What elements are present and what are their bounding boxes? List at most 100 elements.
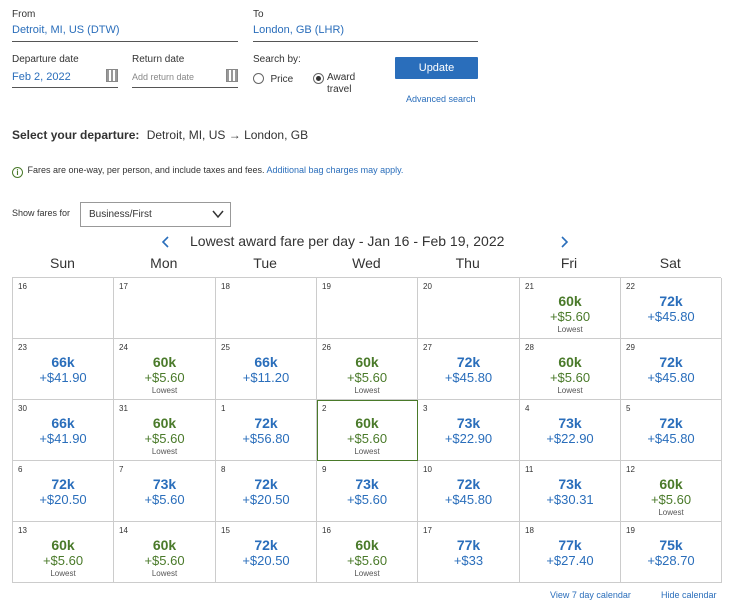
to-field[interactable]: London, GB (LHR) <box>253 24 478 42</box>
calendar-day-cell[interactable]: 3 73k +$22.90 <box>418 400 520 461</box>
return-date-field[interactable]: Add return date <box>132 67 238 88</box>
award-miles: 72k <box>254 537 278 553</box>
award-miles: 73k <box>152 476 177 492</box>
day-number: 11 <box>525 465 534 474</box>
calendar-day-cell[interactable]: 27 72k +$45.80 <box>418 339 520 400</box>
calendar-icon[interactable] <box>106 69 118 82</box>
lowest-badge: Lowest <box>151 386 178 395</box>
award-miles: 66k <box>254 354 278 370</box>
award-taxes: +$22.90 <box>444 431 493 446</box>
award-radio-option[interactable]: Award travel <box>313 71 355 95</box>
calendar-day-cell: 17 <box>114 278 216 339</box>
calendar-day-cell[interactable]: 24 60k +$5.60 Lowest <box>114 339 216 400</box>
from-field[interactable]: Detroit, MI, US (DTW) <box>12 24 238 42</box>
lowest-badge: Lowest <box>50 569 76 578</box>
day-number: 9 <box>322 465 327 474</box>
award-taxes: +$5.60 <box>42 553 84 568</box>
calendar-day-cell[interactable]: 13 60k +$5.60 Lowest <box>13 522 114 583</box>
calendar-day-cell: 20 <box>418 278 520 339</box>
to-label: To <box>253 9 264 20</box>
view-7-day-link[interactable]: View 7 day calendar <box>550 590 631 600</box>
award-taxes: +$5.60 <box>144 553 185 568</box>
calendar-day-cell[interactable]: 29 72k +$45.80 <box>621 339 722 400</box>
award-miles: 75k <box>659 537 683 553</box>
award-radio[interactable] <box>313 73 324 84</box>
award-miles: 77k <box>456 537 481 553</box>
price-radio[interactable] <box>253 73 264 84</box>
calendar-day-cell[interactable]: 15 72k +$20.50 <box>216 522 317 583</box>
chevron-left-icon[interactable] <box>160 236 172 248</box>
day-number: 18 <box>221 282 230 291</box>
price-radio-label: Price <box>270 74 294 85</box>
calendar-day-cell[interactable]: 8 72k +$20.50 <box>216 461 317 522</box>
calendar-day-cell[interactable]: 14 60k +$5.60 Lowest <box>114 522 216 583</box>
calendar-day-cell[interactable]: 25 66k +$11.20 <box>216 339 317 400</box>
calendar-day-cell[interactable]: 30 66k +$41.90 <box>13 400 114 461</box>
calendar-day-cell[interactable]: 26 60k +$5.60 Lowest <box>317 339 418 400</box>
day-number: 2 <box>322 404 327 413</box>
departure-heading-row: Select your departure: Detroit, MI, US →… <box>12 128 308 142</box>
award-taxes: +$5.60 <box>144 492 185 507</box>
day-number: 13 <box>18 526 27 535</box>
calendar-day-cell[interactable]: 31 60k +$5.60 Lowest <box>114 400 216 461</box>
fare-class-select[interactable]: Business/First <box>80 202 231 227</box>
calendar-day-cell[interactable]: 16 60k +$5.60 Lowest <box>317 522 418 583</box>
award-taxes: +$45.80 <box>444 492 493 507</box>
award-taxes: +$5.60 <box>650 492 692 507</box>
calendar-day-cell[interactable]: 9 73k +$5.60 <box>317 461 418 522</box>
award-miles: 73k <box>456 415 481 431</box>
calendar-day-cell[interactable]: 19 75k +$28.70 <box>621 522 722 583</box>
search-by-label: Search by: <box>253 54 301 65</box>
day-number: 4 <box>525 404 530 413</box>
day-number: 20 <box>423 282 432 291</box>
advanced-search-link[interactable]: Advanced search <box>406 94 476 104</box>
award-taxes: +$20.50 <box>242 492 290 507</box>
award-miles: 72k <box>456 476 481 492</box>
award-miles: 60k <box>152 415 177 431</box>
calendar-day-cell[interactable]: 6 72k +$20.50 <box>13 461 114 522</box>
calendar-day-cell[interactable]: 10 72k +$45.80 <box>418 461 520 522</box>
bag-charges-link[interactable]: Additional bag charges may apply. <box>266 165 404 175</box>
calendar-day-cell[interactable]: 4 73k +$22.90 <box>520 400 621 461</box>
day-number: 28 <box>525 343 534 352</box>
day-number: 27 <box>423 343 432 352</box>
calendar-day-cell[interactable]: 1 72k +$56.80 <box>216 400 317 461</box>
day-number: 7 <box>119 465 124 474</box>
calendar-day-cell[interactable]: 22 72k +$45.80 <box>621 278 722 339</box>
calendar-day-cell[interactable]: 17 77k +$33 <box>418 522 520 583</box>
calendar-day-cell[interactable]: 2 60k +$5.60 Lowest <box>317 400 418 461</box>
award-miles: 72k <box>254 415 278 431</box>
calendar-day-cell[interactable]: 12 60k +$5.60 Lowest <box>621 461 722 522</box>
calendar-day-cell[interactable]: 21 60k +$5.60 Lowest <box>520 278 621 339</box>
award-miles: 60k <box>355 415 379 431</box>
chevron-right-icon[interactable] <box>558 236 570 248</box>
fare-notice: i Fares are one-way, per person, and inc… <box>12 165 403 178</box>
departure-date-field[interactable]: Feb 2, 2022 <box>12 67 118 88</box>
award-taxes: +$30.31 <box>546 492 594 507</box>
calendar-day-cell[interactable]: 5 72k +$45.80 <box>621 400 722 461</box>
calendar-day-cell[interactable]: 18 77k +$27.40 <box>520 522 621 583</box>
update-button[interactable]: Update <box>395 57 478 79</box>
calendar-day-cell[interactable]: 11 73k +$30.31 <box>520 461 621 522</box>
day-header: Sat <box>659 255 681 271</box>
calendar-title: Lowest award fare per day - Jan 16 - Feb… <box>190 233 505 249</box>
departure-date-value: Feb 2, 2022 <box>12 71 71 83</box>
calendar-icon[interactable] <box>226 69 238 82</box>
day-header: Thu <box>455 255 480 271</box>
calendar-day-cell[interactable]: 23 66k +$41.90 <box>13 339 114 400</box>
day-number: 26 <box>322 343 331 352</box>
award-taxes: +$22.90 <box>546 431 594 446</box>
award-miles: 60k <box>152 537 177 553</box>
day-number: 17 <box>119 282 128 291</box>
day-number: 29 <box>626 343 635 352</box>
day-number: 8 <box>221 465 226 474</box>
calendar-day-cell[interactable]: 7 73k +$5.60 <box>114 461 216 522</box>
return-label: Return date <box>132 54 185 65</box>
award-taxes: +$45.80 <box>647 431 695 446</box>
day-number: 14 <box>119 526 128 535</box>
award-taxes: +$45.80 <box>647 309 695 324</box>
price-radio-option[interactable]: Price <box>253 71 293 89</box>
day-number: 19 <box>626 526 635 535</box>
hide-calendar-link[interactable]: Hide calendar <box>661 590 717 600</box>
calendar-day-cell[interactable]: 28 60k +$5.60 Lowest <box>520 339 621 400</box>
